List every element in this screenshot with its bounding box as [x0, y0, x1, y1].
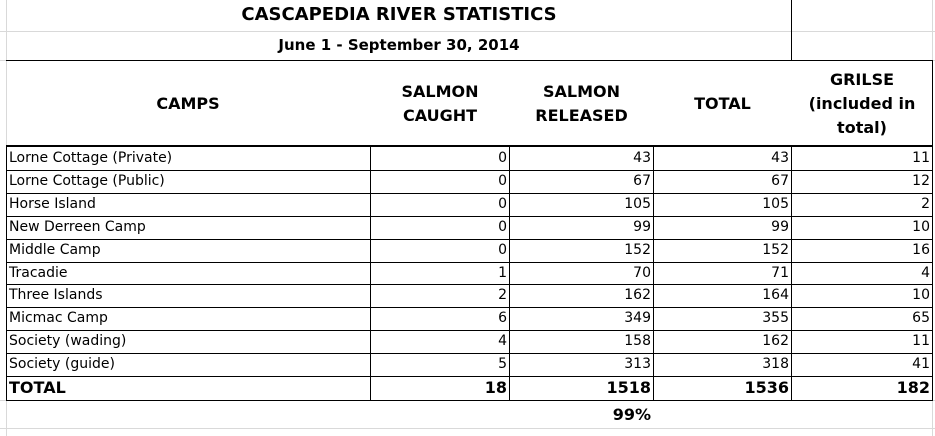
header-camps-label: CAMPS — [156, 93, 220, 113]
header-total: TOTAL — [654, 61, 791, 146]
grilse-cell: 2 — [921, 195, 930, 212]
grilse-cell: 65 — [912, 310, 930, 327]
table-right-border — [932, 61, 933, 401]
header-released-line2: RELEASED — [535, 105, 628, 125]
total-cell: 67 — [771, 172, 789, 189]
grilse-cell: 10 — [912, 287, 930, 304]
camp-name-cell: Society (wading) — [9, 333, 127, 350]
col-border-3 — [653, 145, 654, 401]
total-caught: 18 — [484, 378, 507, 397]
header-grilse-line3: total) — [837, 117, 887, 137]
caught-cell: 4 — [498, 333, 507, 350]
released-cell: 152 — [624, 241, 651, 258]
camp-name-cell: Middle Camp — [9, 241, 101, 258]
total-released: 1518 — [606, 378, 651, 397]
camp-name-cell: Tracadie — [9, 264, 68, 281]
caught-cell: 0 — [498, 150, 507, 166]
camp-name-cell: New Derreen Camp — [9, 218, 146, 235]
released-cell: 313 — [624, 356, 651, 373]
grilse-cell: 16 — [912, 241, 930, 258]
row-separator — [6, 238, 933, 240]
caught-cell: 0 — [498, 195, 507, 212]
released-cell: 349 — [624, 310, 651, 327]
col-border-2 — [509, 145, 510, 401]
row-separator — [6, 330, 933, 332]
total-grilse: 182 — [896, 378, 930, 397]
caught-cell: 5 — [498, 356, 507, 373]
total-cell: 318 — [762, 356, 789, 373]
header-caught-line2: CAUGHT — [402, 105, 478, 125]
camp-name-cell: Society (guide) — [9, 356, 115, 373]
released-cell: 158 — [624, 333, 651, 350]
row-separator — [6, 307, 933, 309]
released-cell: 67 — [633, 172, 651, 189]
header-caught-line1: SALMON — [401, 81, 479, 101]
camp-name-cell: Micmac Camp — [9, 310, 108, 327]
table-left-border — [6, 145, 7, 401]
camp-name-cell: Lorne Cottage (Public) — [9, 172, 165, 189]
header-grilse-line2: (included in — [808, 93, 916, 113]
header-camps: CAMPS — [6, 61, 370, 146]
released-cell: 70 — [633, 264, 651, 281]
total-row-label: TOTAL — [9, 378, 66, 397]
total-cell: 43 — [771, 150, 789, 166]
row-separator — [6, 192, 933, 194]
released-percent: 99% — [612, 405, 651, 424]
caught-cell: 0 — [498, 218, 507, 235]
released-cell: 43 — [633, 150, 651, 166]
header-salmon-caught: SALMON CAUGHT — [371, 61, 509, 146]
caught-cell: 2 — [498, 287, 507, 304]
caught-cell: 0 — [498, 172, 507, 189]
total-cell: 71 — [771, 264, 789, 281]
header-total-label: TOTAL — [694, 93, 751, 113]
grilse-cell: 4 — [921, 264, 930, 281]
row-separator — [6, 284, 933, 286]
sheet-subtitle: June 1 - September 30, 2014 — [278, 36, 520, 54]
total-cell: 164 — [762, 287, 789, 304]
released-cell: 162 — [624, 287, 651, 304]
released-cell: 105 — [624, 195, 651, 212]
row-separator — [6, 261, 933, 263]
header-grilse-line1: GRILSE — [829, 69, 895, 89]
total-total: 1536 — [744, 378, 789, 397]
camp-name-cell: Horse Island — [9, 195, 96, 212]
row-separator — [6, 376, 933, 377]
table-bottom-border — [6, 400, 933, 401]
total-cell: 162 — [762, 333, 789, 350]
header-top-border — [6, 60, 933, 61]
total-cell: 355 — [762, 310, 789, 327]
caught-cell: 6 — [498, 310, 507, 327]
grilse-cell: 10 — [912, 218, 930, 235]
row-separator — [6, 353, 933, 355]
header-salmon-released: SALMON RELEASED — [510, 61, 653, 146]
released-cell: 99 — [633, 218, 651, 235]
grilse-cell: 12 — [912, 172, 930, 189]
gridline — [0, 428, 935, 429]
header-bottom-border — [6, 145, 933, 147]
header-grilse: GRILSE (included in total) — [792, 61, 932, 146]
grilse-cell: 41 — [912, 356, 930, 373]
header-released-line1: SALMON — [542, 81, 620, 101]
total-cell: 99 — [771, 218, 789, 235]
row-separator — [6, 215, 933, 217]
row-separator — [6, 169, 933, 171]
grilse-cell: 11 — [912, 333, 930, 350]
camp-name-cell: Three Islands — [9, 287, 103, 304]
caught-cell: 1 — [498, 264, 507, 281]
caught-cell: 0 — [498, 241, 507, 258]
title-divider — [791, 0, 792, 61]
total-cell: 152 — [762, 241, 789, 258]
camp-name-cell: Lorne Cottage (Private) — [9, 150, 173, 166]
gridline — [0, 31, 935, 32]
grilse-cell: 11 — [912, 150, 930, 166]
total-cell: 105 — [762, 195, 789, 212]
col-border-1 — [370, 145, 371, 401]
col-border-4 — [791, 145, 792, 401]
sheet-title: CASCAPEDIA RIVER STATISTICS — [241, 4, 557, 25]
